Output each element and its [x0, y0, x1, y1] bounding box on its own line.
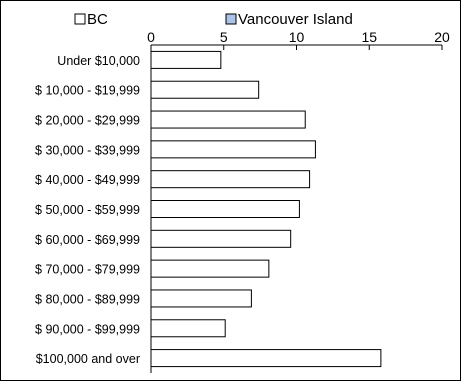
- y-axis: Under $10,000 $ 10,000 - $19,999 $ 20,000 …: [35, 45, 152, 373]
- x-axis: 0 5 10 15 20: [147, 29, 450, 50]
- category-label: $ 90,000 - $99,999: [35, 322, 140, 336]
- category-label: $ 80,000 - $89,999: [35, 292, 140, 306]
- bar-bc: [150, 50, 222, 69]
- x-tick-label: 15: [361, 29, 377, 45]
- category-label: Under $10,000: [57, 54, 140, 68]
- bar-bc: [150, 170, 311, 189]
- bar-bc: [150, 110, 306, 129]
- bar-bc: [150, 349, 382, 368]
- bars: [150, 50, 382, 368]
- bar-bc: [150, 289, 252, 308]
- legend-swatch-vancouver-island: [225, 13, 237, 25]
- x-tick-label: 5: [220, 29, 228, 45]
- bar-bc: [150, 140, 316, 159]
- bar-bc: [150, 200, 300, 218]
- legend-label-vancouver-island: Vancouver Island: [238, 11, 353, 28]
- legend-swatch-bc: [74, 13, 86, 25]
- x-tick-label: 10: [289, 29, 305, 45]
- bar-bc: [150, 80, 260, 99]
- bar-bc: [150, 229, 292, 248]
- x-tick-label: 0: [147, 29, 155, 45]
- x-tick-label: 20: [434, 29, 450, 45]
- category-label: $ 20,000 - $29,999: [35, 114, 140, 128]
- bar-bc: [150, 319, 226, 338]
- category-label: $ 40,000 - $49,999: [35, 173, 140, 187]
- category-label: $100,000 and over: [36, 352, 140, 366]
- bar-bc: [150, 259, 270, 278]
- legend: BC Vancouver Island: [74, 11, 353, 28]
- category-label: $ 10,000 - $19,999: [35, 84, 140, 98]
- category-label: $ 70,000 - $79,999: [35, 263, 140, 277]
- category-label: $ 30,000 - $39,999: [35, 143, 140, 157]
- legend-label-bc: BC: [87, 11, 108, 28]
- category-label: $ 60,000 - $69,999: [35, 233, 140, 247]
- category-label: $ 50,000 - $59,999: [35, 203, 140, 217]
